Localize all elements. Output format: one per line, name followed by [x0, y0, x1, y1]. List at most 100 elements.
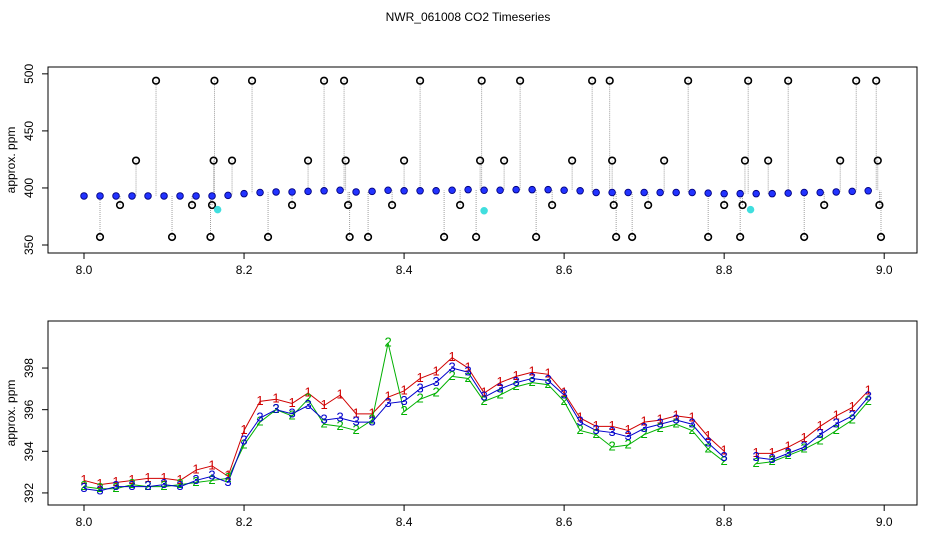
point — [363, 232, 373, 242]
point-marker: 2 — [384, 335, 391, 350]
point-marker: 1 — [192, 461, 199, 476]
point-marker: 3 — [160, 476, 167, 491]
point-marker: 1 — [496, 374, 503, 389]
point-marker: 2 — [320, 416, 327, 431]
point — [704, 189, 712, 197]
point-marker: 1 — [641, 414, 648, 429]
point-marker: 2 — [577, 422, 584, 437]
point — [415, 76, 425, 85]
point-marker: 2 — [464, 370, 471, 385]
point — [336, 186, 344, 194]
x-tick-label: 8.6 — [556, 263, 573, 277]
point-marker: 2 — [352, 422, 359, 437]
point-marker: 3 — [593, 422, 600, 437]
point — [128, 192, 136, 200]
point-marker: 2 — [272, 401, 279, 416]
point — [303, 156, 313, 165]
point — [738, 200, 747, 210]
point-marker: 3 — [817, 426, 824, 441]
point — [115, 200, 125, 210]
point-marker: 1 — [577, 409, 584, 424]
point-marker: 1 — [865, 382, 872, 397]
point-marker: 3 — [416, 380, 423, 395]
point — [746, 205, 755, 214]
point-marker: 3 — [785, 445, 792, 460]
point — [568, 156, 577, 165]
series-line — [83, 367, 869, 492]
point — [500, 156, 509, 165]
point — [612, 232, 621, 242]
point — [240, 189, 248, 198]
point-marker: 2 — [705, 441, 712, 456]
point-marker: 3 — [208, 468, 215, 483]
point — [399, 156, 409, 165]
point-marker: 2 — [208, 472, 215, 487]
point — [320, 187, 328, 195]
point — [304, 187, 312, 196]
y-axis-label: approx. ppm — [4, 380, 18, 447]
point-marker: 1 — [112, 474, 119, 489]
point-marker: 1 — [625, 422, 632, 437]
point — [227, 156, 237, 165]
point — [192, 192, 200, 200]
point-marker: 3 — [464, 364, 471, 379]
point-marker: 3 — [240, 432, 247, 447]
point-marker: 2 — [785, 447, 792, 462]
point — [752, 189, 760, 198]
point-marker: 1 — [657, 412, 664, 427]
point-marker: 1 — [464, 359, 471, 374]
point — [609, 200, 618, 210]
y-axis-label: approx. ppm — [4, 127, 18, 194]
point — [864, 187, 872, 195]
point — [644, 200, 653, 210]
point — [368, 187, 376, 196]
point — [207, 200, 217, 210]
point — [875, 200, 884, 210]
point-marker: 1 — [544, 366, 551, 381]
point — [608, 156, 617, 165]
point-marker: 2 — [416, 391, 423, 406]
point — [528, 185, 536, 194]
point — [80, 192, 88, 200]
point-marker: 1 — [416, 370, 423, 385]
point-marker: 2 — [368, 412, 375, 427]
x-tick-label: 8.8 — [716, 263, 733, 277]
point — [477, 76, 486, 85]
point-marker: 3 — [384, 395, 391, 410]
point — [560, 186, 568, 194]
point-marker: 2 — [192, 474, 199, 489]
point-marker: 2 — [528, 374, 535, 389]
point-marker: 2 — [288, 407, 295, 422]
point — [339, 76, 349, 85]
point-marker: 3 — [801, 439, 808, 454]
y-tick-label: 500 — [22, 64, 36, 84]
point-marker: 3 — [577, 414, 584, 429]
point-marker: 1 — [593, 418, 600, 433]
point — [272, 188, 280, 196]
point-marker: 3 — [368, 414, 375, 429]
point-marker: 2 — [176, 476, 183, 491]
point — [464, 185, 472, 194]
point-marker: 3 — [641, 420, 648, 435]
point — [820, 200, 829, 210]
x-tick-label: 8.0 — [76, 263, 93, 277]
y-tick-label: 396 — [22, 399, 36, 419]
point — [628, 232, 637, 242]
point-marker: 1 — [673, 407, 680, 422]
point-marker: 2 — [657, 420, 664, 435]
point — [605, 76, 614, 85]
point-marker: 2 — [689, 422, 696, 437]
y-tick-label: 398 — [22, 358, 36, 378]
point-marker: 1 — [208, 457, 215, 472]
point-marker: 3 — [721, 449, 728, 464]
x-tick-label: 8.2 — [236, 515, 253, 529]
point-marker: 2 — [769, 453, 776, 468]
point — [416, 187, 424, 195]
point — [345, 232, 354, 242]
point-marker: 1 — [352, 405, 359, 420]
series-line — [83, 342, 869, 490]
point — [496, 186, 504, 194]
point-marker: 3 — [336, 409, 343, 424]
point-marker: 3 — [528, 370, 535, 385]
x-tick-label: 8.8 — [716, 515, 733, 529]
